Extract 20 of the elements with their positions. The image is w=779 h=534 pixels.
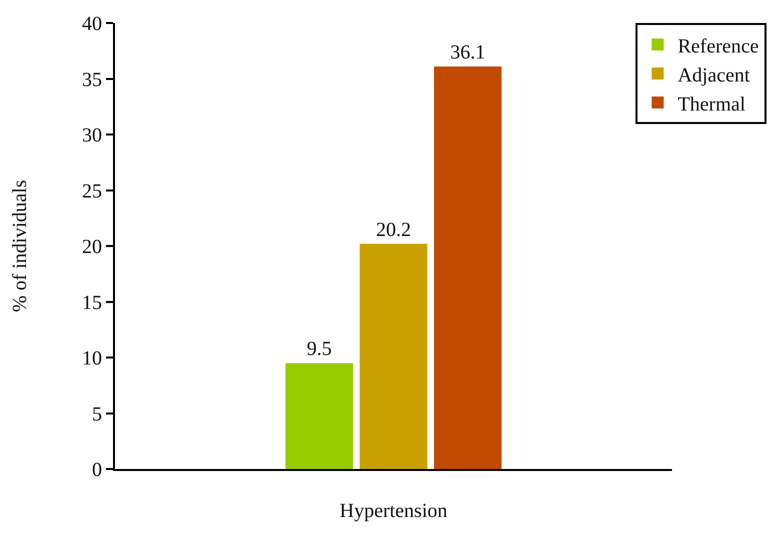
data-label: 20.2 — [376, 218, 411, 241]
y-tick-label: 40 — [82, 13, 102, 35]
legend-label: Adjacent — [678, 64, 750, 86]
bar — [360, 244, 428, 469]
y-tick-label: 0 — [92, 459, 102, 481]
x-tick-label: Hypertension — [340, 500, 448, 522]
bar — [285, 363, 354, 469]
legend-label: Reference — [678, 35, 759, 58]
y-tick-label: 10 — [82, 348, 102, 370]
y-axis-title: % of individuals — [9, 180, 31, 312]
y-tick-label: 30 — [82, 124, 102, 146]
y-tick-label: 25 — [82, 180, 102, 202]
legend-label: Thermal — [678, 93, 746, 116]
y-tick-label: 20 — [82, 236, 102, 258]
data-label: 36.1 — [450, 41, 486, 64]
bar — [434, 66, 502, 469]
y-tick-label: 35 — [82, 68, 102, 91]
y-tick-label: 15 — [82, 292, 102, 314]
data-label: 9.5 — [306, 338, 332, 360]
y-tick-label: 5 — [92, 403, 102, 426]
